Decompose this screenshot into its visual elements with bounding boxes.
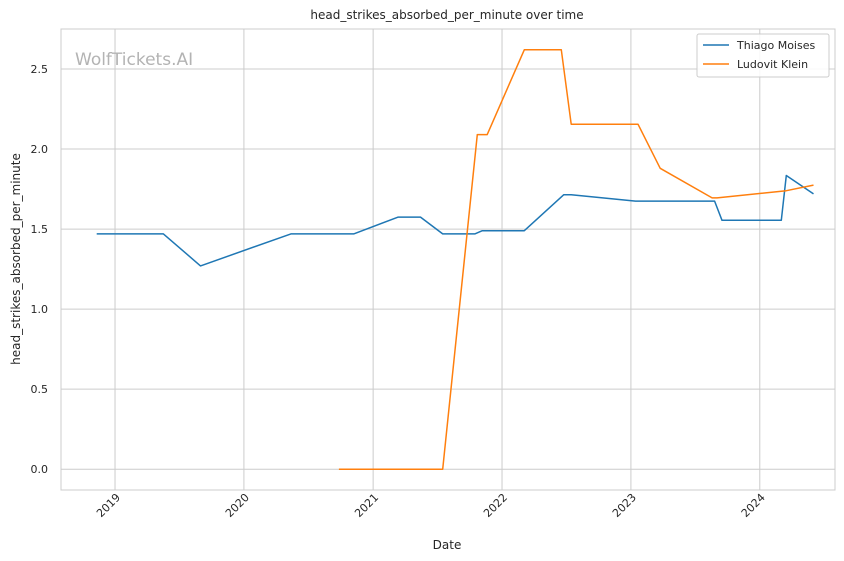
y-axis-ticks: 0.0 0.5 1.0 1.5 2.0 2.5 (31, 63, 49, 476)
legend: Thiago Moises Ludovit Klein (696, 33, 830, 78)
series-line-2 (338, 49, 814, 470)
x-tick-label: 2023 (610, 491, 639, 520)
legend-box (696, 33, 830, 78)
x-tick-label: 2019 (94, 491, 123, 520)
x-tick-label: 2024 (739, 491, 768, 520)
y-tick-label: 1.0 (31, 303, 49, 316)
x-axis-label: Date (433, 538, 462, 552)
x-tick-label: 2020 (223, 491, 252, 520)
y-tick-label: 2.5 (31, 63, 49, 76)
grid-lines (61, 29, 835, 490)
y-tick-label: 0.5 (31, 383, 49, 396)
series-line-1 (96, 174, 814, 267)
chart-title: head_strikes_absorbed_per_minute over ti… (310, 8, 583, 22)
legend-label-1: Thiago Moises (736, 39, 815, 52)
y-tick-label: 2.0 (31, 143, 49, 156)
x-tick-label: 2022 (481, 491, 510, 520)
x-axis-ticks: 2019 2020 2021 2022 2023 2024 (94, 491, 768, 520)
y-tick-label: 0.0 (31, 463, 49, 476)
y-tick-label: 1.5 (31, 223, 49, 236)
legend-label-2: Ludovit Klein (737, 58, 808, 71)
watermark: WolfTickets.AI (75, 50, 193, 70)
x-tick-label: 2021 (352, 491, 381, 520)
y-axis-label: head_strikes_absorbed_per_minute (9, 153, 23, 365)
plot-area-frame (60, 28, 836, 491)
series-lines (96, 49, 814, 470)
